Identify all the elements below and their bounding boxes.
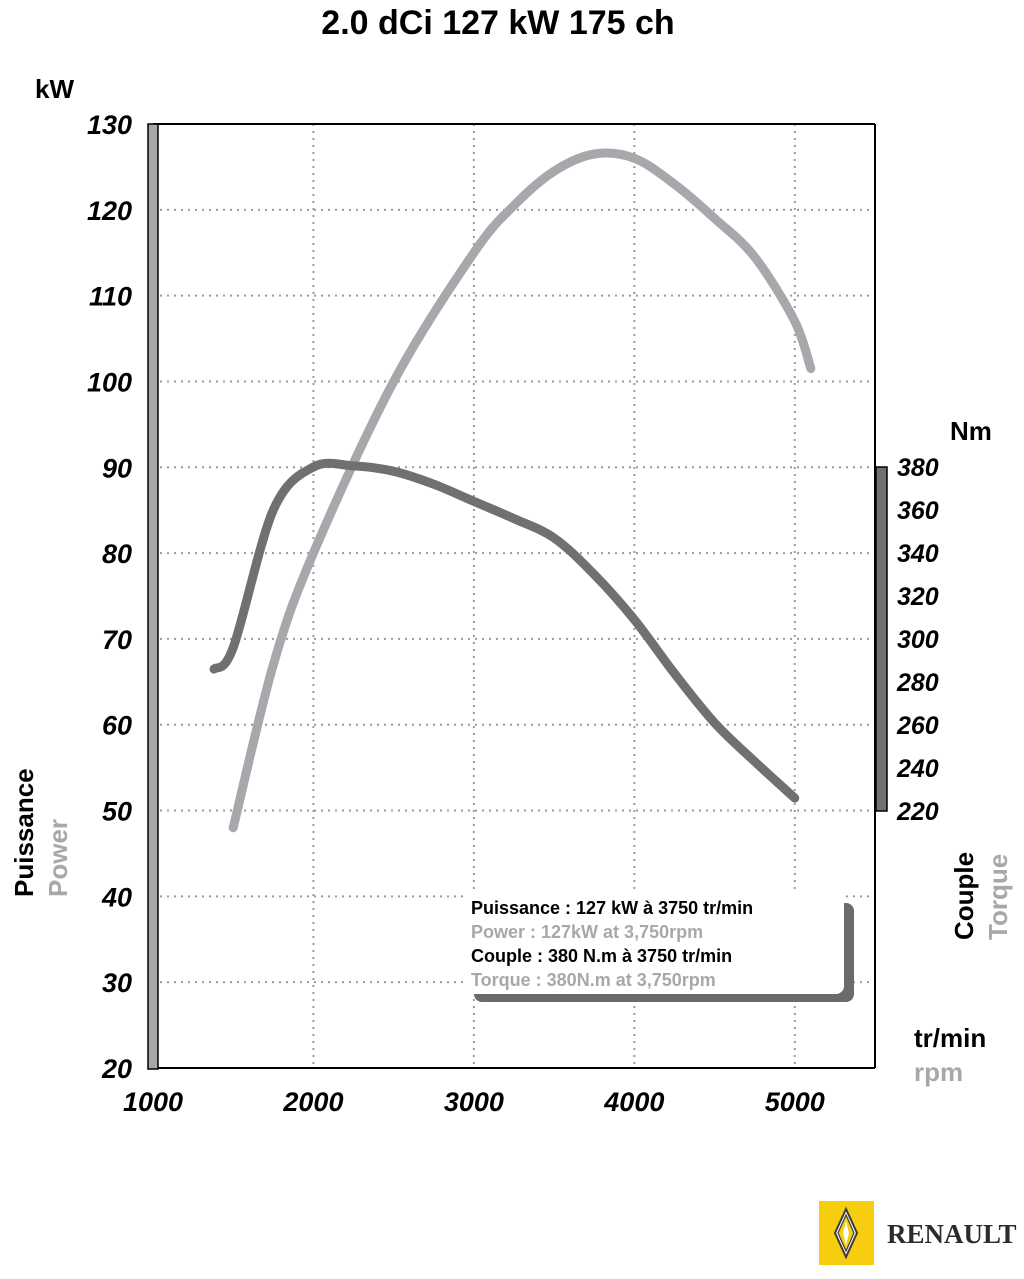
annotation-power-fr: Puissance : 127 kW à 3750 tr/min [471,898,753,918]
y-left-tick-label: 130 [87,110,132,140]
y-left-tick-label: 110 [89,282,132,312]
chart-title: 2.0 dCi 127 kW 175 ch [321,4,674,42]
y-left-tick-label: 80 [102,539,132,569]
y-right-tick-label: 260 [896,712,939,740]
x-tick-label: 4000 [603,1087,664,1117]
y-right-tick-label: 380 [897,454,939,482]
annotation-torque-fr: Couple : 380 N.m à 3750 tr/min [471,946,732,966]
spec-annotation-box: Puissance : 127 kW à 3750 tr/min Power :… [464,893,854,1002]
right-axis-title-fr: Couple [949,852,979,940]
right-axis-title: Couple [949,852,979,940]
y-left-tick-label: 100 [87,367,132,397]
right-axis-bar [875,466,888,812]
annotation-power-en: Power : 127kW at 3,750rpm [471,922,703,942]
right-axis-title-en: Torque [983,854,1013,940]
annotation-torque-en: Torque : 380N.m at 3,750rpm [471,970,716,990]
y-right-tick-label: 280 [896,669,939,697]
left-axis-ticks: 130 120 110 100 90 80 70 60 50 40 30 20 [87,110,132,1084]
renault-logo: RENAULT [819,1201,1017,1265]
y-right-tick-label: 320 [897,583,939,611]
left-axis-bar [147,123,159,1070]
renault-diamond-icon [833,1206,859,1260]
x-tick-label: 1000 [123,1087,183,1117]
right-axis-unit: Nm [950,416,992,446]
y-right-tick-label: 340 [897,540,939,568]
x-tick-label: 2000 [282,1087,343,1117]
y-left-tick-label: 20 [101,1054,132,1084]
x-axis-unit-en: rpm [914,1057,963,1087]
x-tick-label: 5000 [765,1087,825,1117]
y-left-tick-label: 30 [102,968,132,998]
gridlines [153,124,875,1068]
right-axis-subtitle: Torque [983,854,1013,940]
x-axis-ticks: 1000 2000 3000 4000 5000 [123,1087,825,1117]
y-right-tick-label: 220 [896,798,939,826]
left-axis-subtitle: Power [43,819,73,897]
x-axis-unit-fr: tr/min [914,1023,986,1053]
y-left-tick-label: 50 [102,797,132,827]
y-right-tick-label: 300 [897,626,939,654]
x-tick-label: 3000 [444,1087,504,1117]
y-left-tick-label: 70 [102,625,132,655]
left-axis-title-fr: Puissance [9,768,39,897]
right-axis-ticks: 380 360 340 320 300 280 260 240 220 [896,454,939,826]
series-line-torque [209,458,800,803]
y-left-tick-label: 120 [87,196,132,226]
left-axis-unit: kW [35,74,74,104]
y-left-tick-label: 40 [101,882,132,912]
y-left-tick-label: 60 [102,711,132,741]
y-right-tick-label: 240 [896,755,939,783]
renault-wordmark: RENAULT [887,1219,1017,1249]
y-left-tick-label: 90 [102,453,132,483]
y-right-tick-label: 360 [897,497,939,525]
left-axis-title-en: Power [43,819,73,897]
left-axis-title: Puissance [9,768,39,897]
series-line-power [228,148,816,833]
